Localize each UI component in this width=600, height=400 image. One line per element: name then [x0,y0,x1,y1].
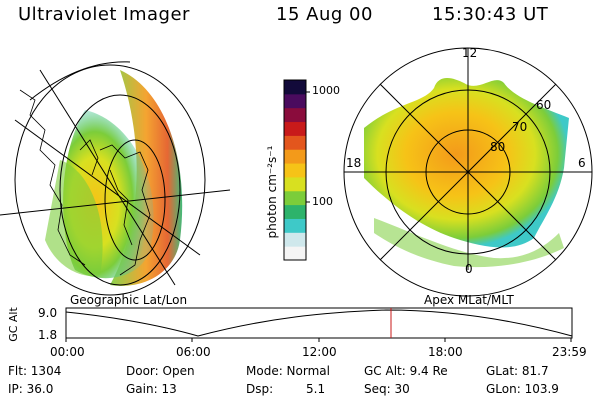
colorbar-stripe [284,107,306,123]
gc-alt-axis-label: GC Alt [6,307,20,342]
colorbar-stripe [284,218,306,233]
gc-alt-xtick-2359: 23:59 [552,345,587,359]
flight-number: Flt: 1304 [8,364,62,378]
polar-mlat-mlt-plot [343,47,593,297]
ip-value: IP: 36.0 [8,382,54,396]
colorbar-stripe [284,135,306,150]
colorbar-unit-label: photon cm⁻²s⁻¹ [265,145,279,239]
dsp-label: Dsp: [246,382,274,396]
geographic-latitude: GLat: 81.7 [486,364,549,378]
gc-alt-value: GC Alt: 9.4 Re [364,364,448,378]
gc-alt-plot [65,307,573,342]
mode-value: Mode: Normal [246,364,330,378]
colorbar-stripe [284,93,306,109]
gc-alt-xtick-0000: 00:00 [50,345,85,359]
colorbar-stripe [284,149,306,164]
instrument-title: Ultraviolet Imager [18,4,190,25]
colorbar-stripe [284,190,306,206]
colorbar-stripe [284,163,306,178]
gc-alt-ytick-9: 9.0 [38,306,58,320]
gc-alt-xtick-0600: 06:00 [176,345,211,359]
colorbar-tick-1000: 1000 [312,84,340,97]
time-label: 15:30:43 UT [432,4,549,25]
door-status: Door: Open [126,364,195,378]
gc-alt-xtick-1800: 18:00 [428,345,463,359]
gc-alt-ytick-1.8: 1.8 [38,328,58,342]
mlt-label-6: 6 [578,156,586,170]
colorbar-stripe [284,246,306,261]
gc-alt-xtick-1200: 12:00 [302,345,337,359]
dsp-value: 5.1 [306,382,326,396]
mlt-label-0: 0 [465,262,473,276]
colorbar-stripe [284,176,306,192]
mlt-label-18: 18 [346,156,362,170]
geographic-longitude: GLon: 103.9 [486,382,559,396]
lat-label-70: 70 [512,120,528,134]
colorbar-stripe [284,121,306,136]
lat-label-80: 80 [490,140,506,154]
geographic-caption: Geographic Lat/Lon [70,293,188,307]
lat-label-60: 60 [536,98,552,112]
colorbar [283,79,310,261]
colorbar-stripe [284,232,306,247]
sequence-value: Seq: 30 [364,382,410,396]
date-label: 15 Aug 00 [276,4,373,25]
colorbar-tick-100: 100 [312,195,333,208]
colorbar-stripe [284,80,306,95]
apex-caption: Apex MLat/MLT [424,293,514,307]
mlt-label-12: 12 [462,46,478,60]
colorbar-stripe [284,204,306,219]
geographic-auroral-image [0,61,231,296]
gain-value: Gain: 13 [126,382,177,396]
